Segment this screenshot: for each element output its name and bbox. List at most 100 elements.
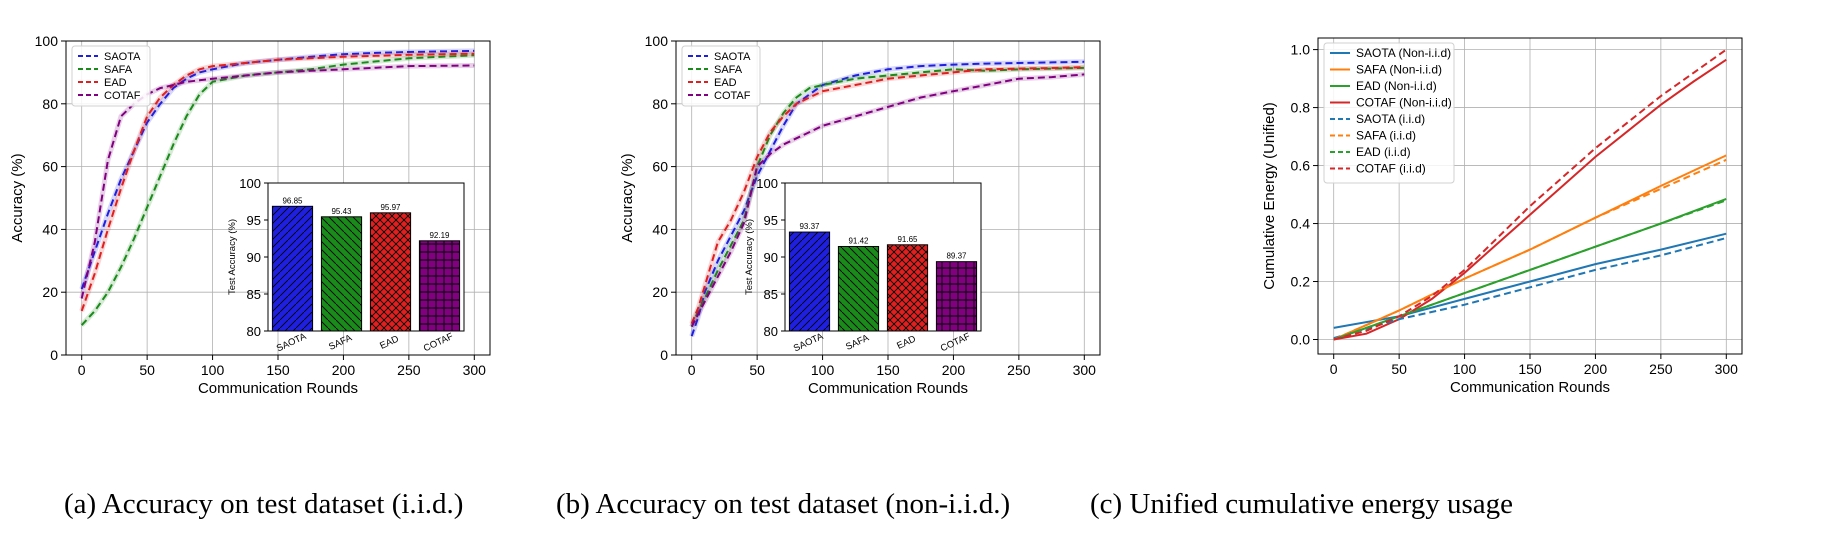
legend-label: SAFA (i.i.d) — [1356, 129, 1416, 143]
x-tick-label: 300 — [1073, 362, 1097, 378]
x-tick-label: 50 — [139, 362, 155, 378]
legend-label: SAOTA — [714, 51, 751, 63]
inset-bar-ead — [369, 212, 412, 332]
inset-y-tick-label: 95 — [764, 213, 778, 228]
x-tick-label: 100 — [811, 362, 835, 378]
inset-category-label: COTAF — [422, 331, 455, 354]
y-tick-label: 20 — [652, 284, 668, 300]
legend-label: COTAF (i.i.d) — [1356, 162, 1426, 176]
x-tick-label: 0 — [1330, 361, 1338, 377]
inset-category-label: COTAF — [939, 331, 972, 354]
x-axis-label: Communication Rounds — [198, 380, 358, 397]
inset-y-tick-label: 95 — [247, 213, 261, 228]
x-tick-label: 50 — [1391, 361, 1407, 377]
inset-y-axis-label: Test Accuracy (%) — [744, 219, 755, 295]
inset-y-tick-label: 100 — [239, 176, 261, 191]
caption-a: (a) Accuracy on test dataset (i.i.d.) — [64, 488, 464, 520]
series-line-ead — [80, 52, 475, 312]
x-tick-label: 100 — [1453, 361, 1477, 377]
y-tick-label: 0.0 — [1291, 332, 1311, 348]
x-tick-label: 50 — [749, 362, 765, 378]
legend-label: EAD — [714, 77, 737, 89]
y-tick-label: 100 — [645, 33, 669, 49]
y-tick-label: 40 — [652, 221, 668, 237]
inset-bar-saota — [271, 205, 314, 332]
x-tick-label: 100 — [201, 362, 225, 378]
x-tick-label: 300 — [1715, 361, 1739, 377]
inset-bar-cotaf — [418, 240, 461, 332]
energy-chart: 0 50 100 150 200 250 300 0.0 0.2 0.4 0.6 0.8 1.0 Comm… — [1261, 37, 1743, 396]
plot-frame — [675, 40, 1101, 356]
y-tick-label: 100 — [35, 33, 59, 49]
x-tick-label: 150 — [876, 362, 900, 378]
inset-bar-value-label: 95.43 — [331, 207, 352, 216]
y-tick-label: 0 — [50, 347, 58, 363]
series-line-cotaf-i-i-d — [1333, 48, 1727, 341]
y-tick-label: 60 — [42, 159, 58, 175]
legend-label: SAOTA (i.i.d) — [1356, 112, 1425, 126]
y-axis-label: Cumulative Energy (Unified) — [1261, 102, 1278, 290]
x-tick-label: 200 — [332, 362, 356, 378]
x-tick-label: 300 — [463, 362, 487, 378]
legend-label: COTAF — [714, 90, 751, 102]
caption-c: (c) Unified cumulative energy usage — [1090, 488, 1514, 520]
inset-bar-cotaf — [935, 261, 978, 332]
series-line-safa-i-i-d — [1333, 158, 1727, 341]
inset-bar-value-label: 89.37 — [946, 252, 967, 261]
legend-label: EAD (Non-i.i.d) — [1356, 79, 1437, 93]
inset-category-label: EAD — [378, 334, 400, 352]
y-tick-label: 0.6 — [1291, 158, 1311, 174]
series-line-cotaf — [80, 64, 475, 299]
x-tick-label: 200 — [942, 362, 966, 378]
y-axis-label: Accuracy (%) — [619, 153, 636, 242]
inset-bar-value-label: 91.42 — [848, 236, 869, 245]
inset-y-tick-label: 100 — [756, 176, 778, 191]
y-tick-label: 40 — [42, 221, 58, 237]
y-tick-label: 60 — [652, 159, 668, 175]
inset-bar-value-label: 96.85 — [282, 196, 303, 205]
inset-category-label: SAFA — [327, 332, 354, 353]
inset-category-label: SAOTA — [792, 331, 826, 355]
y-tick-label: 0.8 — [1291, 100, 1311, 116]
inset-category-label: SAFA — [844, 332, 871, 353]
inset-y-tick-label: 90 — [247, 250, 261, 265]
series-line-safa — [80, 54, 475, 326]
x-tick-label: 0 — [688, 362, 696, 378]
panel-accuracy-iid: 0 50 100 150 200 250 300 0 20 40 60 80 100 Communicat… — [0, 0, 600, 539]
legend-label: EAD — [104, 77, 127, 89]
x-axis-label: Communication Rounds — [808, 380, 968, 397]
inset-y-tick-label: 80 — [764, 324, 778, 339]
series-line-cotaf — [690, 73, 1085, 328]
inset-bar-value-label: 93.37 — [799, 222, 820, 231]
x-tick-label: 150 — [1518, 361, 1542, 377]
legend-box — [1323, 42, 1455, 184]
inset-category-label: SAOTA — [275, 331, 309, 355]
legend-label: SAOTA (Non-i.i.d) — [1356, 46, 1451, 60]
legend-label: SAOTA — [104, 51, 141, 63]
accuracy-iid-chart: 0 50 100 150 200 250 300 0 20 40 60 80 100 Communicat… — [9, 33, 491, 397]
legend-label: SAFA (Non-i.i.d) — [1356, 63, 1442, 77]
y-tick-label: 20 — [42, 284, 58, 300]
plot-frame — [65, 40, 491, 356]
x-tick-label: 250 — [397, 362, 421, 378]
x-tick-label: 250 — [1649, 361, 1673, 377]
series-line-saota — [80, 49, 475, 290]
inset-bar-value-label: 95.97 — [380, 203, 401, 212]
inset-y-tick-label: 85 — [247, 287, 261, 302]
panel-energy: 0 50 100 150 200 250 300 0.0 0.2 0.4 0.6 0.8 1.0 Comm… — [1090, 0, 1829, 539]
caption-b: (b) Accuracy on test dataset (non-i.i.d.… — [556, 488, 1011, 520]
inset-y-tick-label: 80 — [247, 324, 261, 339]
legend-box — [681, 45, 761, 107]
legend-label: SAFA — [104, 64, 133, 76]
inset-category-label: EAD — [895, 334, 917, 352]
x-tick-label: 0 — [78, 362, 86, 378]
inset-bar-safa — [837, 245, 880, 332]
y-axis-label: Accuracy (%) — [9, 153, 26, 242]
series-band-saota — [689, 59, 1085, 338]
y-tick-label: 80 — [652, 96, 668, 112]
accuracy-non-iid-chart: 0 50 100 150 200 250 300 0 20 40 60 80 100 Communicat… — [619, 33, 1101, 397]
legend-label: COTAF — [104, 90, 141, 102]
inset-bar-saota — [788, 231, 831, 332]
legend-label: SAFA — [714, 64, 743, 76]
x-tick-label: 250 — [1007, 362, 1031, 378]
